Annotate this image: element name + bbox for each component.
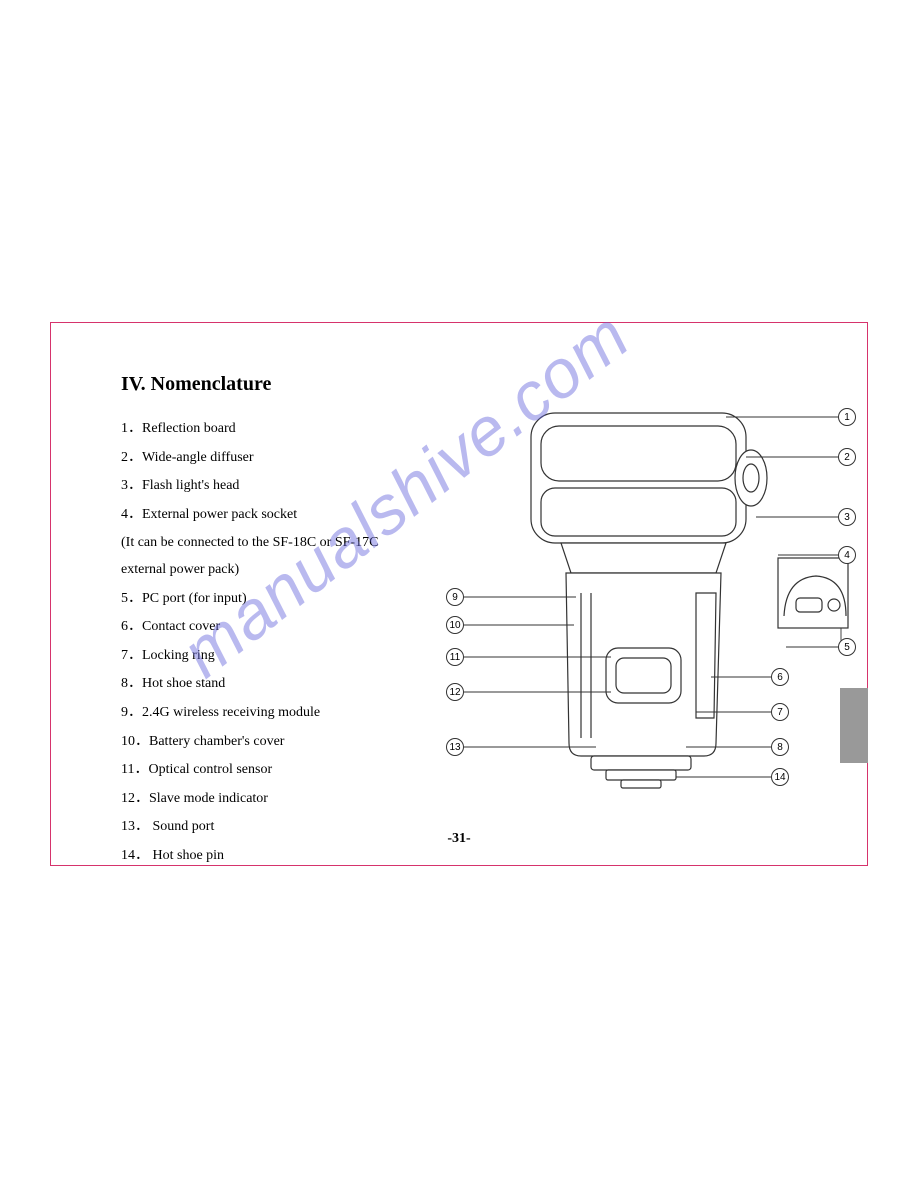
callout-7: 7 <box>771 703 789 721</box>
callout-14: 14 <box>771 768 789 786</box>
callout-5: 5 <box>838 638 856 656</box>
list-item: 6．Contact cover <box>121 614 461 641</box>
list-item: 5．PC port (for input) <box>121 586 461 613</box>
callout-1: 1 <box>838 408 856 426</box>
callout-2: 2 <box>838 448 856 466</box>
list-item: 4．External power pack socket <box>121 502 461 529</box>
list-item: 10．Battery chamber's cover <box>121 729 461 756</box>
callout-6: 6 <box>771 668 789 686</box>
list-item: 7．Locking ring <box>121 643 461 670</box>
callout-11: 11 <box>446 648 464 666</box>
list-item: 1．Reflection board <box>121 416 461 443</box>
flash-diagram: 1 2 3 4 5 6 7 8 14 9 10 11 12 13 <box>446 398 856 793</box>
note-line: external power pack) <box>121 557 461 584</box>
list-item: 12．Slave mode indicator <box>121 786 461 813</box>
note-line: (It can be connected to the SF-18C or SF… <box>121 530 461 557</box>
callout-12: 12 <box>446 683 464 701</box>
callout-3: 3 <box>838 508 856 526</box>
flash-illustration-svg <box>446 398 856 793</box>
nomenclature-list: 1．Reflection board 2．Wide-angle diffuser… <box>121 416 461 870</box>
callout-8: 8 <box>771 738 789 756</box>
page-number: -31- <box>51 831 867 847</box>
list-item: 11．Optical control sensor <box>121 757 461 784</box>
section-heading: IV. Nomenclature <box>121 373 821 396</box>
callout-13: 13 <box>446 738 464 756</box>
list-item: 8．Hot shoe stand <box>121 671 461 698</box>
callout-4: 4 <box>838 546 856 564</box>
page-frame: IV. Nomenclature 1．Reflection board 2．Wi… <box>50 322 868 866</box>
callout-9: 9 <box>446 588 464 606</box>
callout-10: 10 <box>446 616 464 634</box>
list-item: 2．Wide-angle diffuser <box>121 445 461 472</box>
list-item: 3．Flash light's head <box>121 473 461 500</box>
list-item: 9．2.4G wireless receiving module <box>121 700 461 727</box>
